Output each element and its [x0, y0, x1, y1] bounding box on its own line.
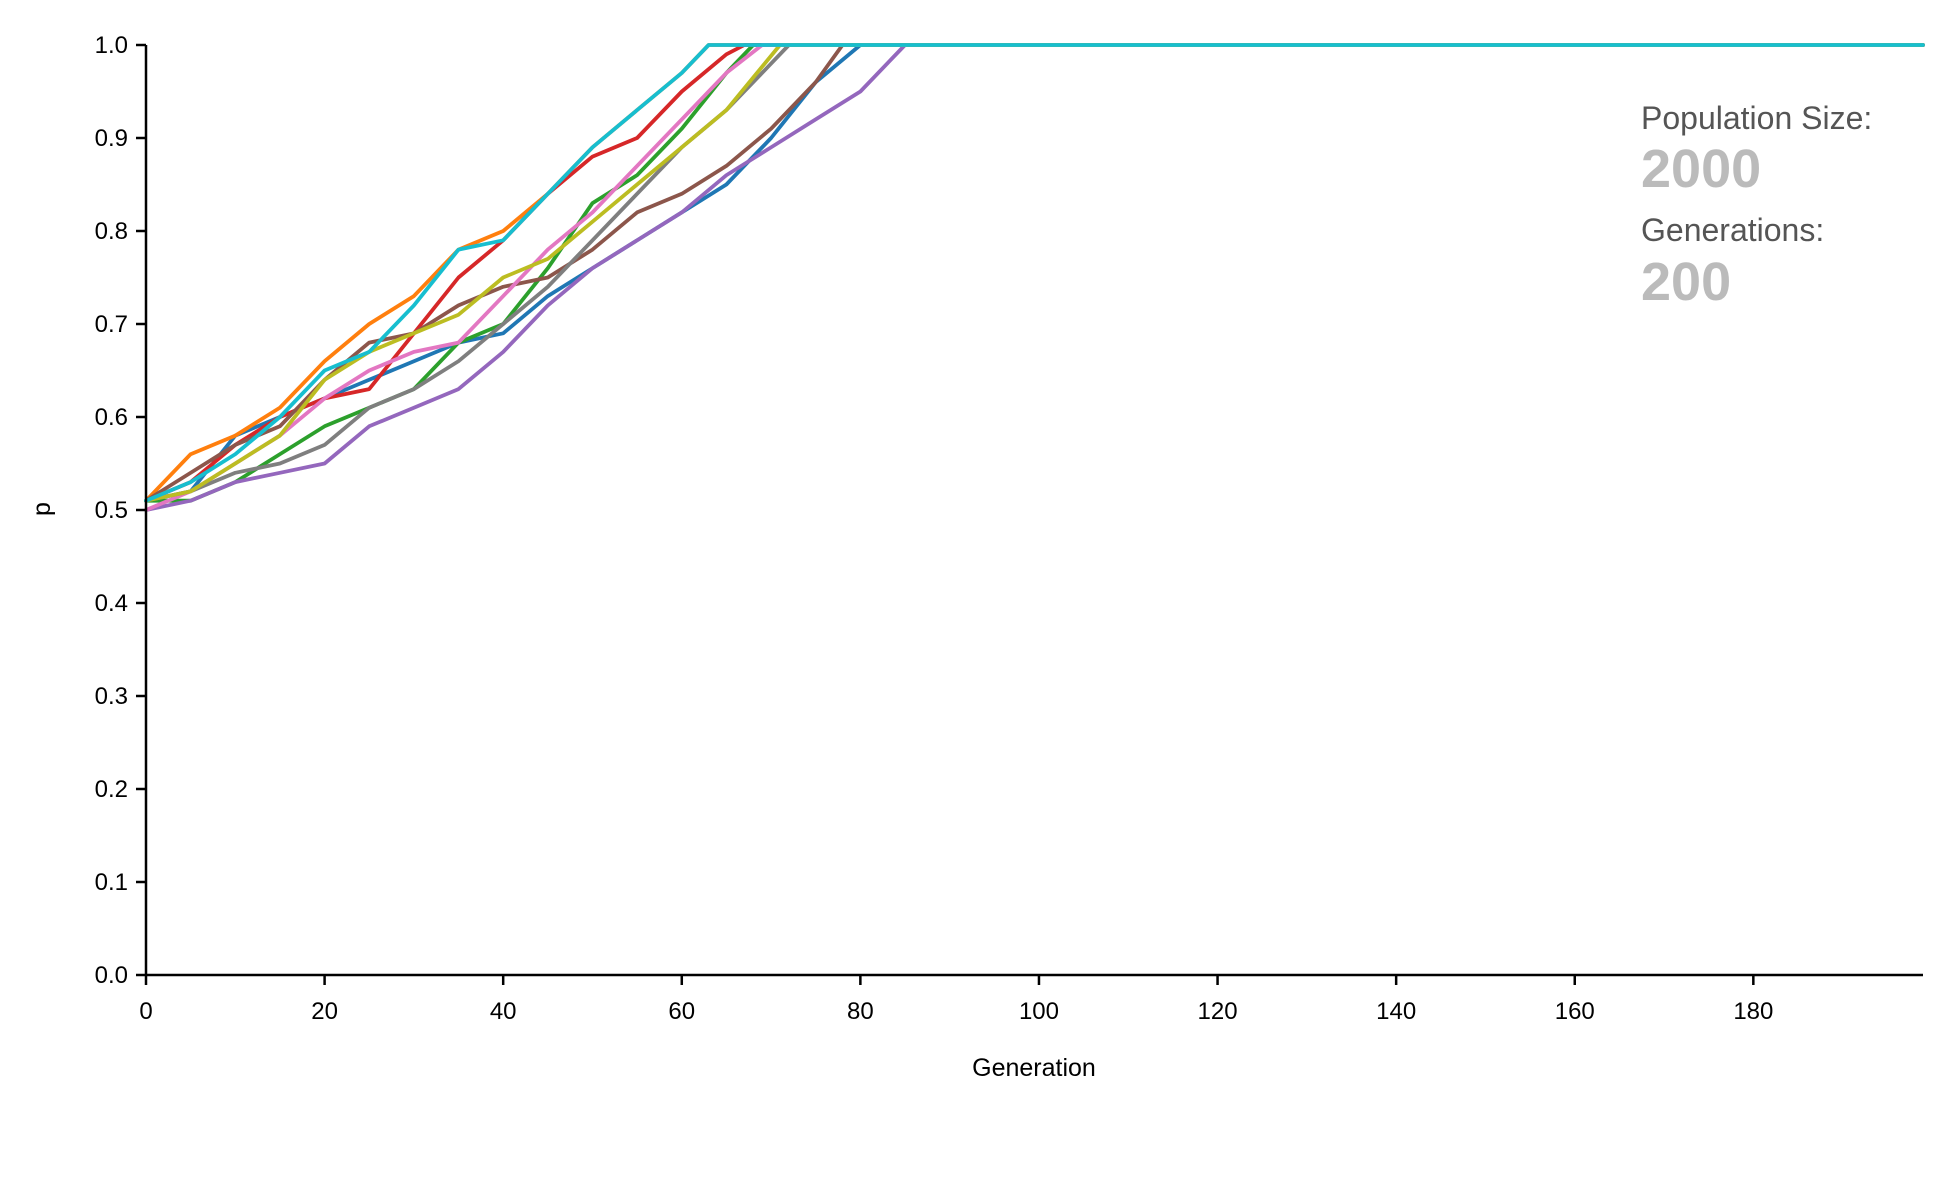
x-tick-label: 60 [668, 998, 695, 1025]
x-tick-label: 40 [490, 998, 517, 1025]
x-tick-label: 80 [847, 998, 874, 1025]
x-tick-label: 0 [139, 998, 152, 1025]
y-tick-label: 1.0 [95, 32, 128, 59]
series-line-6 [144, 43, 1925, 503]
y-tick-label: 0.2 [95, 776, 128, 803]
y-tick-label: 0.1 [95, 869, 128, 896]
y-tick-label: 0.6 [95, 404, 128, 431]
series-line-4 [144, 43, 1925, 503]
x-tick-label: 180 [1733, 998, 1773, 1025]
y-tick-label: 0.3 [95, 683, 128, 710]
series-line-10 [144, 43, 1925, 503]
series-line-9 [144, 43, 1925, 503]
x-tick-label: 20 [311, 998, 338, 1025]
x-tick-label: 100 [1019, 998, 1059, 1025]
x-tick-label: 160 [1555, 998, 1595, 1025]
y-tick-label: 0.7 [95, 311, 128, 338]
population-size-label: Population Size: [1641, 100, 1872, 136]
y-tick-label: 0.9 [95, 125, 128, 152]
y-axis-title: p [28, 502, 56, 516]
generations-value: 200 [1641, 252, 1731, 312]
generations-label: Generations: [1641, 212, 1824, 248]
x-axis-title: Generation [972, 1054, 1096, 1082]
axis-layer: 0.0 0.1 0.2 0.3 0.4 0.5 0.6 0.7 0.8 0.9 1.0 0 20 40 60… [95, 32, 1923, 1025]
y-tick-label: 0.4 [95, 590, 128, 617]
series-layer [144, 43, 1925, 512]
y-tick-label: 0.5 [95, 497, 128, 524]
y-tick-label: 0.8 [95, 218, 128, 245]
y-tick-label: 0.0 [95, 962, 128, 989]
population-size-value: 2000 [1641, 139, 1761, 199]
info-panel: Population Size: 2000 Generations: 200 [1641, 100, 1872, 312]
series-line-5 [144, 43, 1925, 512]
x-tick-label: 120 [1198, 998, 1238, 1025]
x-tick-label: 140 [1376, 998, 1416, 1025]
